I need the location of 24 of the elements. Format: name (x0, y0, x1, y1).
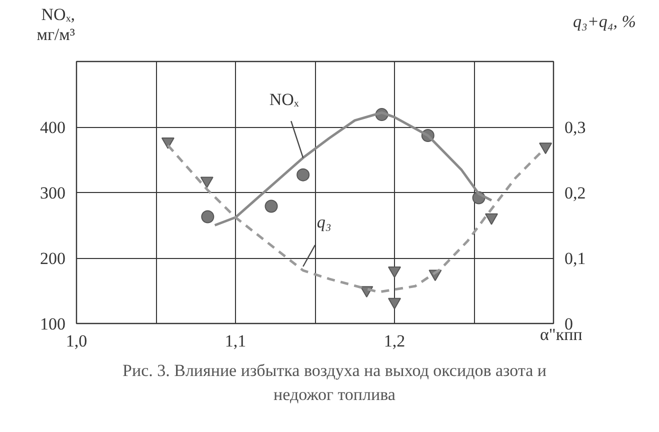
point (201, 210, 214, 224)
y-tick-label: 300 (40, 184, 66, 202)
point (296, 168, 310, 182)
y-tick-label: 200 (40, 249, 66, 268)
y-axis-title: NOₓ, мг/м³ (36, 5, 75, 45)
y2-axis-title: q₃+q₄, % (573, 12, 636, 32)
y2-tick-label: 0,3 (564, 118, 586, 137)
y-tick-label: 100 (40, 314, 66, 334)
y2-tick-label: 0,2 (564, 184, 586, 202)
point (484, 213, 498, 225)
point (388, 298, 401, 310)
x-tick-label: 1,2 (384, 332, 406, 350)
point (388, 266, 401, 278)
point (264, 200, 278, 213)
annotation: NOₓ (269, 90, 299, 109)
y-tick-label: 400 (40, 118, 66, 137)
x-tick-label: 1,1 (224, 332, 246, 350)
point (200, 176, 214, 188)
annotation: q₃ (316, 212, 332, 232)
y2-tick-label: 0,1 (564, 249, 586, 268)
point (539, 142, 552, 154)
point (161, 137, 174, 149)
x-tick-label: 1,0 (66, 332, 88, 350)
text: Рис. 3. Влияние избытка воздуха на выход оксидов азота и недожог топлива (122, 360, 548, 406)
